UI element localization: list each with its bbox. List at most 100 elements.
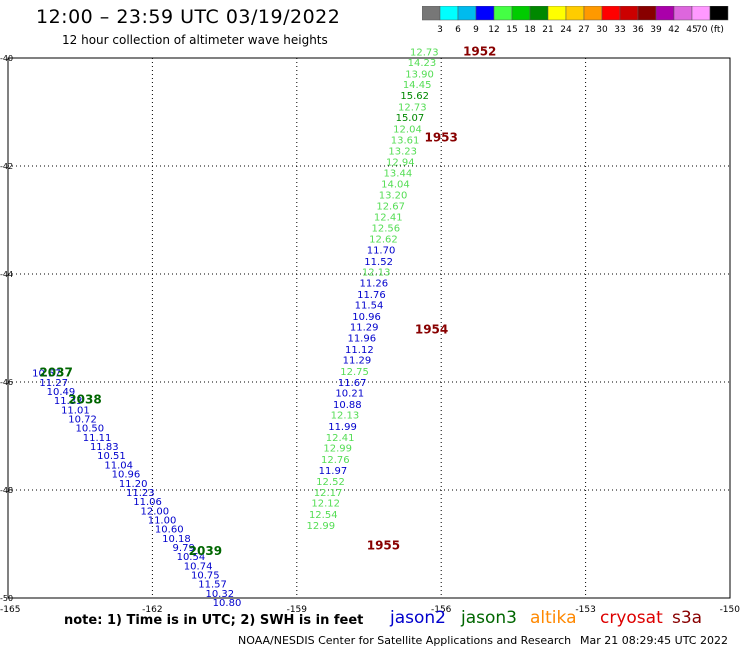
wave-height-label: 11.70 — [367, 245, 396, 256]
wave-height-label: 15.62 — [400, 91, 429, 102]
wave-height-label: 11.97 — [319, 466, 348, 477]
wave-height-label: 11.27 — [39, 378, 68, 389]
colorbar-label: 24 — [560, 25, 572, 35]
wave-height-label: 11.67 — [338, 378, 367, 389]
wave-height-label: 12.52 — [316, 477, 345, 488]
wave-height-label: 11.11 — [83, 433, 112, 444]
y-tick-label: -42 — [0, 162, 13, 171]
legend-jason2: jason2 — [390, 608, 446, 628]
wave-height-label: 10.50 — [76, 424, 105, 435]
wave-height-label: 12.00 — [140, 506, 169, 517]
wave-height-label: 10.51 — [97, 451, 126, 462]
time-label: 1954 — [415, 322, 448, 336]
wave-height-label: 10.60 — [155, 525, 184, 536]
wave-height-label: 12.62 — [369, 235, 398, 246]
wave-height-label: 12.73 — [410, 47, 439, 58]
wave-height-label: 11.00 — [148, 515, 177, 526]
wave-height-label: 12.54 — [309, 510, 338, 521]
colorbar-label: 18 — [524, 25, 536, 35]
colorbar-label: 30 — [596, 25, 608, 35]
legend-s3a: s3a — [672, 608, 703, 628]
wave-height-label: 12.13 — [331, 411, 360, 422]
colorbar-label: 12 — [488, 25, 499, 35]
y-tick-label: -46 — [0, 378, 13, 387]
wave-height-label: 10.18 — [162, 534, 191, 545]
wave-height-label: 12.04 — [393, 125, 422, 136]
x-tick-label: -153 — [575, 605, 595, 615]
wave-height-label: 10.96 — [112, 470, 141, 481]
x-tick-label: -159 — [287, 605, 308, 615]
wave-height-label: 11.54 — [355, 301, 384, 312]
wave-height-label: 12.73 — [398, 102, 427, 113]
wave-height-label: 12.41 — [374, 213, 403, 224]
wave-height-label: 10.49 — [47, 387, 76, 398]
wave-height-label: 11.52 — [364, 257, 393, 268]
colorbar-label: 36 — [632, 25, 644, 35]
time-label: 1955 — [367, 538, 400, 552]
colorbar-label: 6 — [455, 25, 461, 35]
colorbar-label: 42 — [668, 25, 679, 35]
wave-height-label: 9.79 — [173, 543, 195, 554]
wave-height-label: 12.17 — [314, 488, 343, 499]
wave-height-label: 10.72 — [68, 415, 97, 426]
wave-height-label: 10.57 — [32, 369, 61, 380]
wave-height-label: 15.07 — [396, 113, 425, 124]
x-tick-label: -162 — [142, 605, 162, 615]
wave-height-label: 12.99 — [307, 521, 336, 532]
legend-altika: altika — [530, 608, 577, 628]
wave-height-label: 13.20 — [379, 190, 408, 201]
wave-height-label: 11.04 — [104, 460, 133, 471]
wave-height-label: 11.57 — [198, 580, 227, 591]
wave-height-label: 10.21 — [335, 389, 364, 400]
x-tick-label: -156 — [431, 605, 452, 615]
wave-height-label: 11.76 — [357, 290, 386, 301]
colorbar-label: 9 — [473, 25, 479, 35]
wave-height-label: 12.99 — [323, 444, 352, 455]
y-tick-label: -44 — [0, 270, 13, 279]
colorbar-label: 39 — [650, 25, 662, 35]
y-tick-label: -50 — [0, 594, 13, 603]
footer-note: note: 1) Time is in UTC; 2) SWH is in fe… — [64, 613, 364, 628]
y-tick-label: -40 — [0, 54, 13, 63]
time-label: 2038 — [68, 393, 101, 407]
wave-height-label: 12.67 — [376, 202, 405, 213]
colorbar-label: 45 — [686, 25, 697, 35]
wave-height-label: 10.88 — [333, 400, 362, 411]
wave-height-label: 10.96 — [352, 312, 381, 323]
wave-height-label: 12.76 — [321, 455, 350, 466]
wave-height-label: 12.94 — [386, 157, 415, 168]
time-label: 2039 — [189, 544, 222, 558]
legend-jason3: jason3 — [461, 608, 517, 628]
wave-height-label: 11.29 — [350, 323, 379, 334]
wave-height-label: 12.41 — [326, 433, 355, 444]
wave-height-label: 11.06 — [133, 497, 162, 508]
wave-height-label: 12.13 — [362, 268, 391, 279]
colorbar-label: 27 — [578, 25, 589, 35]
wave-height-label: 12.56 — [372, 223, 401, 234]
wave-height-label: 11.20 — [119, 479, 148, 490]
wave-height-label: 13.90 — [405, 69, 434, 80]
colorbar-label: 21 — [542, 25, 553, 35]
colorbar-label: 33 — [614, 25, 625, 35]
x-tick-label: -165 — [0, 605, 20, 615]
wave-height-label: 11.29 — [343, 356, 372, 367]
chart-subtitle: 12 hour collection of altimeter wave hei… — [62, 33, 328, 47]
y-tick-label: -48 — [0, 486, 13, 495]
wave-height-label: 10.32 — [205, 589, 234, 600]
wave-height-label: 11.23 — [126, 488, 155, 499]
wave-height-label: 10.74 — [184, 561, 213, 572]
wave-height-label: 11.96 — [347, 334, 376, 345]
wave-height-label: 10.80 — [213, 598, 242, 609]
time-label: 1953 — [424, 131, 457, 145]
colorbar-label: 3 — [437, 25, 443, 35]
colorbar-label: 70 (ft) — [696, 25, 724, 35]
wave-height-label: 13.61 — [391, 135, 420, 146]
chart-title: 12:00 – 23:59 UTC 03/19/2022 — [36, 6, 341, 28]
wave-height-label: 11.99 — [328, 422, 357, 433]
time-label: 2037 — [39, 366, 72, 380]
wave-height-label: 10.75 — [191, 571, 220, 582]
wave-height-label: 12.75 — [340, 367, 369, 378]
wave-height-label: 12.12 — [311, 499, 340, 510]
